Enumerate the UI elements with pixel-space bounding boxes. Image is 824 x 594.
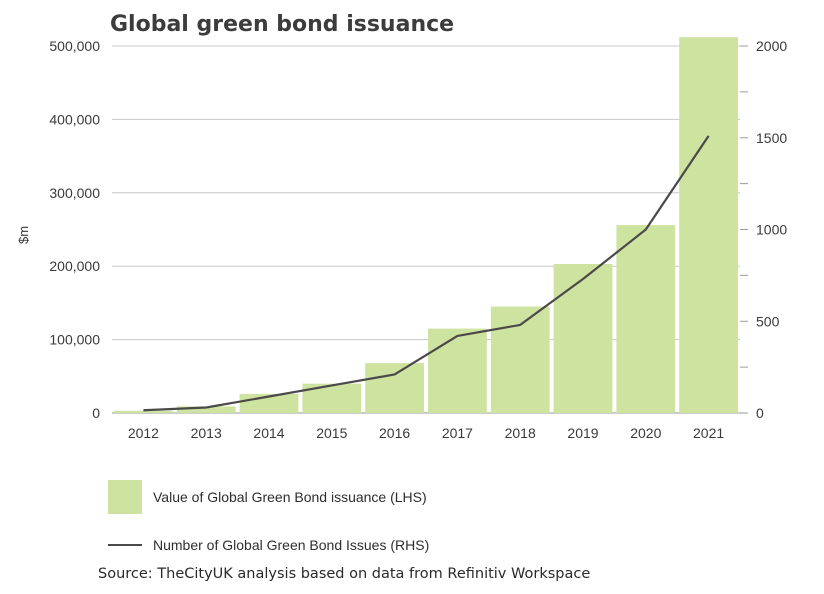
- chart-title: Global green bond issuance: [110, 12, 454, 37]
- bar-2018: [490, 306, 550, 413]
- x-tick-label: 2017: [442, 425, 473, 441]
- bar-2013: [176, 406, 236, 413]
- right-axis-ticks: 0 500 1000 1500 2000: [756, 38, 787, 421]
- bar-2020: [616, 225, 676, 413]
- grid-lines: [112, 45, 748, 414]
- x-tick-label: 2015: [316, 425, 347, 441]
- left-tick-label: 300,000: [49, 185, 100, 201]
- x-tick-label: 2019: [567, 425, 598, 441]
- left-tick-label: 400,000: [49, 111, 100, 127]
- legend-label-bar: Value of Global Green Bond issuance (LHS…: [153, 489, 427, 505]
- legend-label-line: Number of Global Green Bond Issues (RHS): [153, 537, 429, 553]
- legend-swatch-bar: [108, 480, 142, 514]
- left-tick-label: 100,000: [49, 332, 100, 348]
- legend: Value of Global Green Bond issuance (LHS…: [108, 480, 429, 553]
- bar-2019: [553, 263, 613, 413]
- right-tick-label: 1500: [756, 130, 787, 146]
- right-tick-label: 0: [756, 405, 764, 421]
- x-tick-label: 2021: [693, 425, 724, 441]
- right-tick-label: 1000: [756, 222, 787, 238]
- bar-2017: [428, 328, 487, 413]
- x-tick-label: 2012: [128, 425, 159, 441]
- left-tick-label: 0: [92, 405, 100, 421]
- bar-series: [114, 37, 738, 413]
- y-axis-label: $m: [16, 226, 31, 244]
- x-axis-ticks: 2012 2013 2014 2015 2016 2017 2018 2019 2020 2021: [128, 425, 725, 441]
- x-tick-label: 2014: [253, 425, 284, 441]
- source-note: Source: TheCityUK analysis based on data…: [98, 566, 590, 582]
- left-axis-ticks: 0 100,000 200,000 300,000 400,000 500,000: [49, 38, 100, 421]
- line-series: [143, 135, 710, 412]
- bar-2012: [114, 410, 173, 413]
- left-tick-label: 500,000: [49, 38, 100, 54]
- left-tick-label: 200,000: [49, 258, 100, 274]
- bar-2016: [365, 363, 424, 413]
- x-tick-label: 2018: [505, 425, 536, 441]
- bar-2021: [679, 37, 738, 413]
- line-issues-count: [143, 135, 710, 412]
- x-tick-label: 2013: [191, 425, 222, 441]
- right-tick-label: 500: [756, 313, 780, 329]
- right-tick-label: 2000: [756, 38, 787, 54]
- x-tick-label: 2016: [379, 425, 410, 441]
- x-tick-label: 2020: [630, 425, 661, 441]
